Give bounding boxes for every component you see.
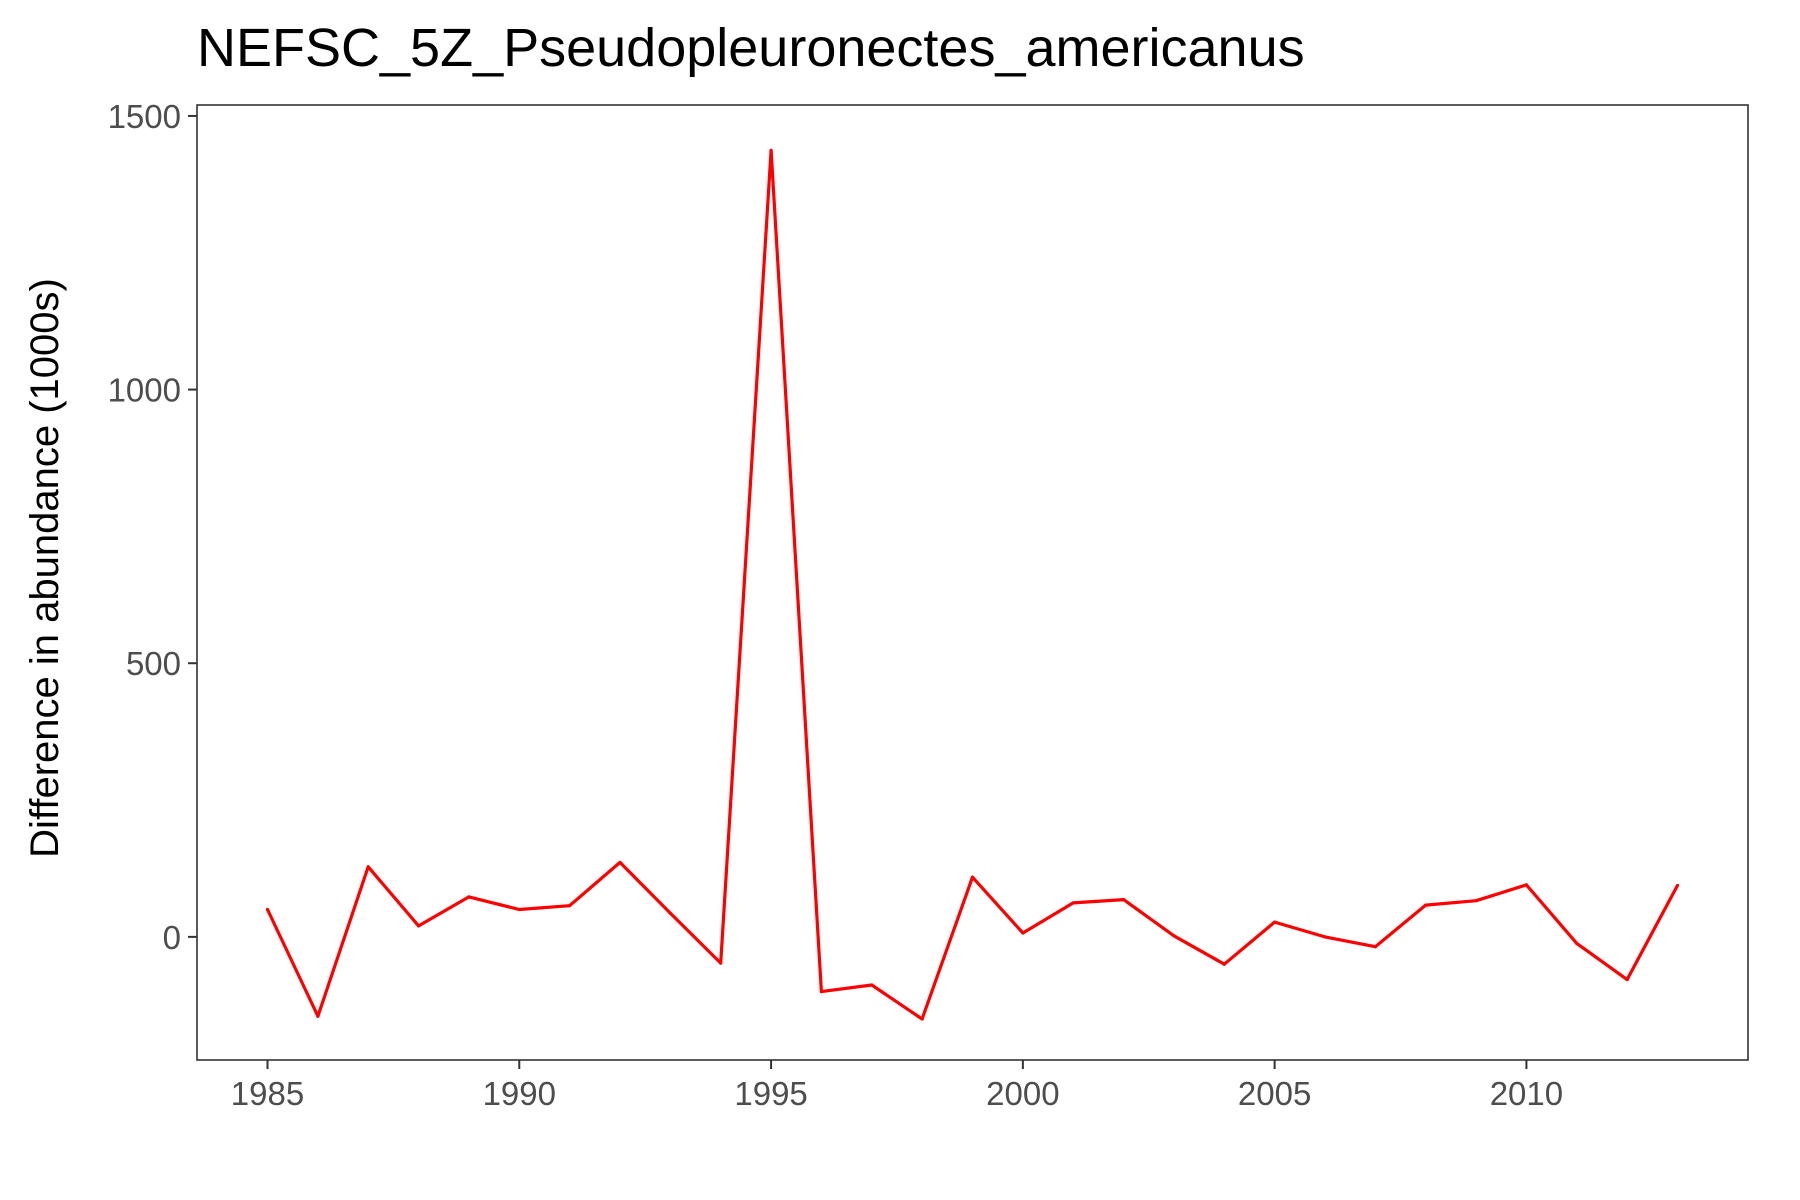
data-point [1172,934,1176,938]
series-group [265,148,1680,1021]
data-point [970,875,975,879]
data-point [769,148,773,153]
data-point [920,1017,924,1021]
data-point [265,907,270,912]
data-point [870,983,874,987]
chart-title: NEFSC_5Z_Pseudopleuronectes_americanus [197,18,1305,78]
data-point [668,911,672,915]
y-axis-label: Difference in abundance (1000s) [23,278,67,858]
plot-panel-border [196,104,1749,1061]
x-tick-label: 2000 [986,1075,1059,1112]
data-point [316,1014,320,1018]
x-tick-label: 1985 [231,1075,304,1112]
data-point [1071,901,1075,905]
series-line [266,148,1679,1021]
data-point [1474,899,1478,903]
data-point [1373,945,1377,949]
x-axis: 1985 1990 1995 2000 2005 2010 [231,1060,1563,1112]
y-tick-label: 500 [126,645,181,682]
data-point [1323,935,1327,939]
x-tick-label: 1995 [734,1075,807,1112]
data-point [1121,898,1126,902]
y-tick-label: 0 [163,919,181,956]
x-tick-label: 1990 [483,1075,556,1112]
data-point [819,989,824,994]
data-point [416,924,421,928]
data-point [517,907,521,912]
data-point [1021,931,1025,935]
data-point [1424,903,1428,907]
y-axis: 0 500 1000 1500 [108,98,197,956]
data-point [719,961,723,965]
data-point [1575,941,1579,946]
x-tick-label: 2010 [1490,1075,1563,1112]
data-point [1273,920,1277,924]
y-tick-label: 1000 [108,372,181,409]
data-point [1222,962,1226,966]
data-point [1524,883,1529,887]
data-point [618,860,622,865]
data-point [568,904,572,908]
x-tick-label: 2005 [1238,1075,1311,1112]
y-tick-label: 1500 [108,98,181,135]
data-point [1675,883,1680,888]
data-point [1625,977,1629,982]
data-point [366,865,370,869]
data-point [467,895,471,899]
